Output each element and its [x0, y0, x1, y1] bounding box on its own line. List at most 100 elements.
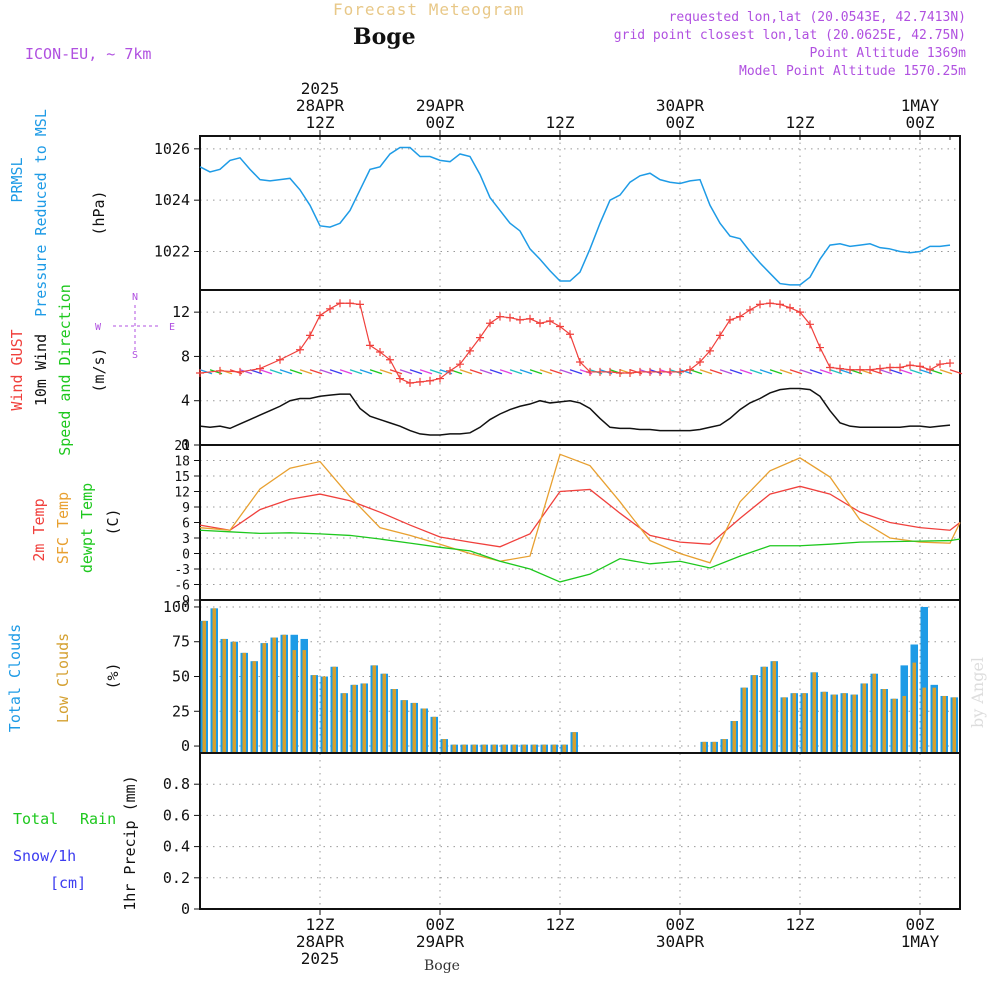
low-cloud-bar — [942, 695, 946, 752]
wind-barb — [399, 369, 413, 375]
low-cloud-bar — [802, 693, 806, 752]
gust-marker — [656, 367, 664, 376]
top-time-label: 30APR — [656, 96, 705, 115]
compass-east: E — [169, 322, 175, 333]
low-cloud-bar — [842, 693, 846, 752]
gust-marker — [446, 366, 454, 375]
gust-marker — [766, 299, 774, 308]
wind-barb — [459, 369, 473, 375]
requested-coords: requested lon,lat (20.0543E, 42.7413N) — [668, 10, 966, 25]
gust-marker — [846, 365, 854, 374]
wind-barb — [509, 369, 523, 375]
gust-marker — [496, 312, 504, 321]
gust-marker — [406, 379, 414, 387]
gust-marker — [356, 300, 364, 309]
gust-marker — [426, 376, 434, 385]
series-dewpt — [199, 529, 961, 583]
wind-barb — [819, 369, 833, 375]
y-tick-label: 6 — [182, 517, 190, 532]
gust-marker — [676, 367, 684, 376]
y-tick-label: 0.8 — [163, 775, 190, 793]
low-cloud-bar — [892, 698, 896, 752]
wind-barb — [429, 369, 443, 375]
gust-marker — [706, 346, 714, 355]
gust-marker — [616, 369, 624, 378]
wind-barb — [749, 369, 763, 375]
gust-marker — [366, 341, 374, 350]
low-cloud-bar — [302, 650, 306, 752]
y-tick-label: -9 — [174, 594, 190, 609]
low-cloud-bar — [852, 694, 856, 752]
low-cloud-bar — [952, 697, 956, 752]
legend-total-clouds: Total Clouds — [6, 624, 24, 732]
top-time-label: 12Z — [306, 113, 335, 132]
low-cloud-bar — [352, 684, 356, 752]
low-cloud-bar — [402, 700, 406, 752]
y-tick-label: 0 — [181, 737, 190, 755]
legend-speed-dir: Speed and Direction — [56, 284, 74, 456]
wind-barb — [359, 369, 373, 375]
low-cloud-bar — [742, 687, 746, 752]
low-cloud-bar — [512, 744, 516, 752]
low-cloud-bar — [762, 666, 766, 752]
wind-barb — [549, 369, 563, 375]
y-tick-label: 21 — [174, 439, 190, 454]
legend-sfc-temp: SFC Temp — [54, 492, 72, 564]
low-cloud-bar — [342, 693, 346, 752]
wind-barb — [869, 369, 883, 375]
low-cloud-bar — [452, 744, 456, 752]
low-cloud-bar — [332, 666, 336, 752]
gust-marker — [526, 314, 534, 323]
low-cloud-bar — [462, 744, 466, 752]
y-tick-label: 12 — [174, 486, 190, 501]
model-label: ICON-EU, ~ 7km — [25, 45, 152, 63]
low-cloud-bar — [242, 652, 246, 752]
y-tick-label: 100 — [163, 598, 190, 616]
gust-marker — [466, 346, 474, 355]
top-time-label: 00Z — [666, 113, 695, 132]
legend-low-clouds: Low Clouds — [54, 633, 72, 723]
wind-barb — [799, 369, 813, 375]
low-cloud-bar — [772, 661, 776, 752]
low-cloud-bar — [282, 634, 286, 752]
gust-marker — [346, 299, 354, 308]
low-cloud-bar — [292, 650, 296, 752]
y-tick-label: 3 — [182, 532, 190, 547]
low-cloud-bar — [482, 744, 486, 752]
gust-marker — [626, 369, 634, 378]
wind-barb — [779, 369, 793, 375]
bottom-time-label: 00Z — [906, 915, 935, 934]
low-cloud-bar — [872, 673, 876, 752]
y-tick-label: -3 — [174, 563, 190, 578]
gust-marker — [516, 315, 524, 324]
wind-barb — [269, 369, 283, 375]
low-cloud-bar — [542, 744, 546, 752]
gust-marker — [806, 320, 814, 329]
low-cloud-bar — [792, 693, 796, 752]
wind-barb — [689, 369, 703, 375]
gust-marker — [316, 311, 324, 320]
low-cloud-bar — [432, 716, 436, 752]
gust-marker — [236, 367, 244, 376]
top-time-label: 12Z — [546, 113, 575, 132]
gust-marker — [786, 303, 794, 312]
y-axis-label: (C) — [104, 508, 122, 535]
total-cloud-bar — [920, 606, 928, 752]
legend-2m-temp: 2m Temp — [30, 498, 48, 561]
gust-marker — [906, 361, 914, 370]
gust-marker — [216, 366, 224, 375]
y-axis-label: (%) — [104, 662, 122, 689]
gust-marker — [886, 363, 894, 372]
y-tick-label: 1022 — [154, 243, 190, 261]
bottom-time-label: 30APR — [656, 932, 705, 951]
low-cloud-bar — [422, 708, 426, 752]
gust-marker — [546, 317, 554, 325]
wind-barb — [479, 369, 493, 375]
low-cloud-bar — [492, 744, 496, 752]
gust-marker — [376, 348, 384, 356]
wind-barb — [559, 369, 573, 375]
gust-marker — [606, 367, 614, 376]
wind-barb — [789, 369, 803, 375]
low-cloud-bar — [782, 697, 786, 752]
gust-marker — [576, 357, 584, 366]
